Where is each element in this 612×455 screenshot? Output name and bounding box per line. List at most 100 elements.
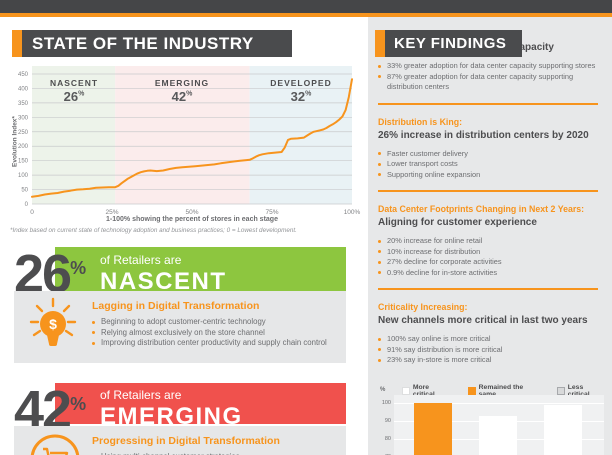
emerging-banner [55, 383, 346, 424]
x-tick-label: 50% [185, 209, 198, 216]
finding-bullet-list: 20% increase for online retail 10% incre… [378, 236, 598, 278]
finding-subheading: 26% increase in distribution centers by … [378, 129, 589, 141]
nascent-details: Lagging in Digital Transformation Beginn… [92, 300, 340, 349]
bar-chart-plot: 100908070 [382, 395, 604, 455]
section-title-state-of-industry: STATE OF THE INDUSTRY [12, 30, 292, 57]
finding-subheading: Aligning for customer experience [378, 217, 537, 228]
y-tick-label: 100 [18, 173, 29, 179]
x-tick-label: 100% [344, 209, 361, 216]
stage-name: EMERGING [100, 403, 243, 430]
finding-bullet: 33% greater adoption for data center cap… [378, 61, 598, 72]
legend-swatch-less-critical [556, 387, 565, 395]
bar-chart-legend: More critical Remained the same Less cri… [402, 384, 606, 398]
stage-band [115, 66, 250, 204]
finding-bullet: Supporting online expansion [378, 170, 598, 181]
y-tick-label: 100 [381, 400, 391, 406]
region-share-value: 42 [171, 89, 187, 104]
finding-bullet-list: Faster customer delivery Lower transport… [378, 149, 598, 181]
nascent-share-number: 26% [14, 244, 87, 301]
finding-heading: Data Center Footprints Changing in Next … [378, 204, 585, 214]
finding-bullet: 10% increase for distribution [378, 247, 598, 258]
key-findings-title: KEY FINDINGS [385, 30, 523, 57]
y-tick-label: 150 [18, 159, 29, 165]
y-tick-label: 0 [25, 202, 29, 208]
key-findings-content: Edge Growing Over Next 2 Years: Turning … [368, 29, 612, 366]
evolution-chart-svg: 450 400 350 300 250 200 150 100 50 00 25% 50% 75% 100… [18, 66, 361, 216]
region-emerging: EMERGING 42% [137, 78, 227, 104]
finding-bullet-list: 33% greater adoption for data center cap… [378, 61, 598, 93]
region-name: DEVELOPED [270, 78, 332, 88]
y-tick-label: 400 [18, 86, 29, 92]
divider [378, 102, 598, 105]
lightbulb-dollar-icon: $ [29, 297, 77, 346]
region-nascent: NASCENT 26% [29, 78, 119, 104]
region-share: 42% [137, 89, 227, 104]
share-unit: % [70, 394, 87, 414]
chart-footnote: *Index based on current state of technol… [10, 227, 297, 234]
bar [414, 403, 452, 455]
banner-prefix: of Retailers are [100, 388, 182, 402]
legend-swatch-remained-same [467, 387, 476, 395]
y-tick-label: 250 [18, 130, 29, 136]
y-tick-label: 50 [21, 188, 28, 194]
x-tick-label: 25% [105, 209, 118, 216]
key-findings-panel: KEY FINDINGS Edge Growing Over Next 2 Ye… [368, 17, 612, 455]
region-name: NASCENT [49, 78, 99, 88]
x-axis-label: 1-100% showing the percent of stores in … [106, 216, 278, 223]
legend-item-more-critical: More critical [402, 384, 452, 398]
divider [378, 190, 598, 192]
bar [544, 404, 582, 455]
stage-name: NASCENT [100, 268, 227, 295]
legend-swatch-more-critical [402, 387, 410, 395]
share-unit: % [70, 258, 87, 278]
x-tick-label: 0 [30, 209, 34, 216]
finding-bullet: 91% say distribution is more critical [378, 345, 598, 356]
y-tick-label: 90 [384, 418, 391, 424]
finding-subheading: New channels more critical in last two y… [378, 315, 588, 326]
detail-bullet: Using multi-channel customer strategies [92, 452, 340, 455]
region-name: EMERGING [154, 78, 210, 88]
finding-bullet: 23% say in-store is more critical [378, 355, 598, 366]
bar-y-axis-label: % [380, 387, 386, 393]
finding-bullet: 20% increase for online retail [378, 236, 598, 247]
region-share-unit: % [78, 90, 85, 98]
evolution-index-chart: 450 400 350 300 250 200 150 100 50 0 0 25% 50% 75% 100… [6, 62, 361, 228]
section-title-key-findings: KEY FINDINGS [375, 30, 523, 57]
title-accent-bar [12, 30, 22, 57]
stage-band [249, 66, 352, 204]
region-share-value: 32 [290, 89, 306, 104]
stage-band [32, 66, 116, 204]
region-share: 32% [256, 89, 346, 104]
legend-item-less-critical: Less critical [556, 384, 606, 398]
page-title: STATE OF THE INDUSTRY [22, 30, 292, 57]
nascent-detail-box: $ Lagging in Digital Transformation Begi… [14, 291, 346, 363]
y-tick-label: 300 [18, 115, 29, 121]
emerging-banner-text: of Retailers are EMERGING [100, 388, 243, 431]
legend-label: Remained the same [478, 384, 524, 398]
evolution-line [31, 78, 353, 198]
region-share-unit: % [186, 90, 193, 98]
finding-heading: Distribution is King: [378, 116, 463, 127]
y-axis-label: Evolution Index* [11, 116, 19, 167]
y-tick-label: 80 [384, 436, 391, 442]
detail-bullet: Improving distribution center productivi… [92, 338, 340, 349]
finding-bullet: 27% decline for corporate activities [378, 257, 598, 268]
top-accent-stripe [0, 13, 612, 17]
finding-bullet-list: 100% say online is more critical 91% say… [378, 334, 598, 366]
bar [479, 415, 517, 455]
legend-label: Less critical [567, 384, 590, 398]
detail-heading: Progressing in Digital Transformation [92, 435, 280, 447]
banner-prefix: of Retailers are [100, 253, 182, 267]
region-developed: DEVELOPED 32% [256, 78, 346, 104]
legend-label: More critical [412, 384, 435, 398]
finding-bullet: 100% say online is more critical [378, 334, 598, 345]
finding-bullet: 0.9% decline for in-store activities [378, 268, 598, 279]
legend-item-remained-same: Remained the same [467, 384, 541, 398]
detail-heading: Lagging in Digital Transformation [92, 300, 260, 312]
criticality-bar-chart: % More critical Remained the same Less c… [378, 383, 606, 455]
region-share-value: 26 [63, 89, 79, 104]
finding-bullet: Faster customer delivery [378, 149, 598, 160]
detail-bullet-list: Beginning to adopt customer-centric tech… [92, 317, 340, 349]
region-share-unit: % [305, 90, 312, 98]
